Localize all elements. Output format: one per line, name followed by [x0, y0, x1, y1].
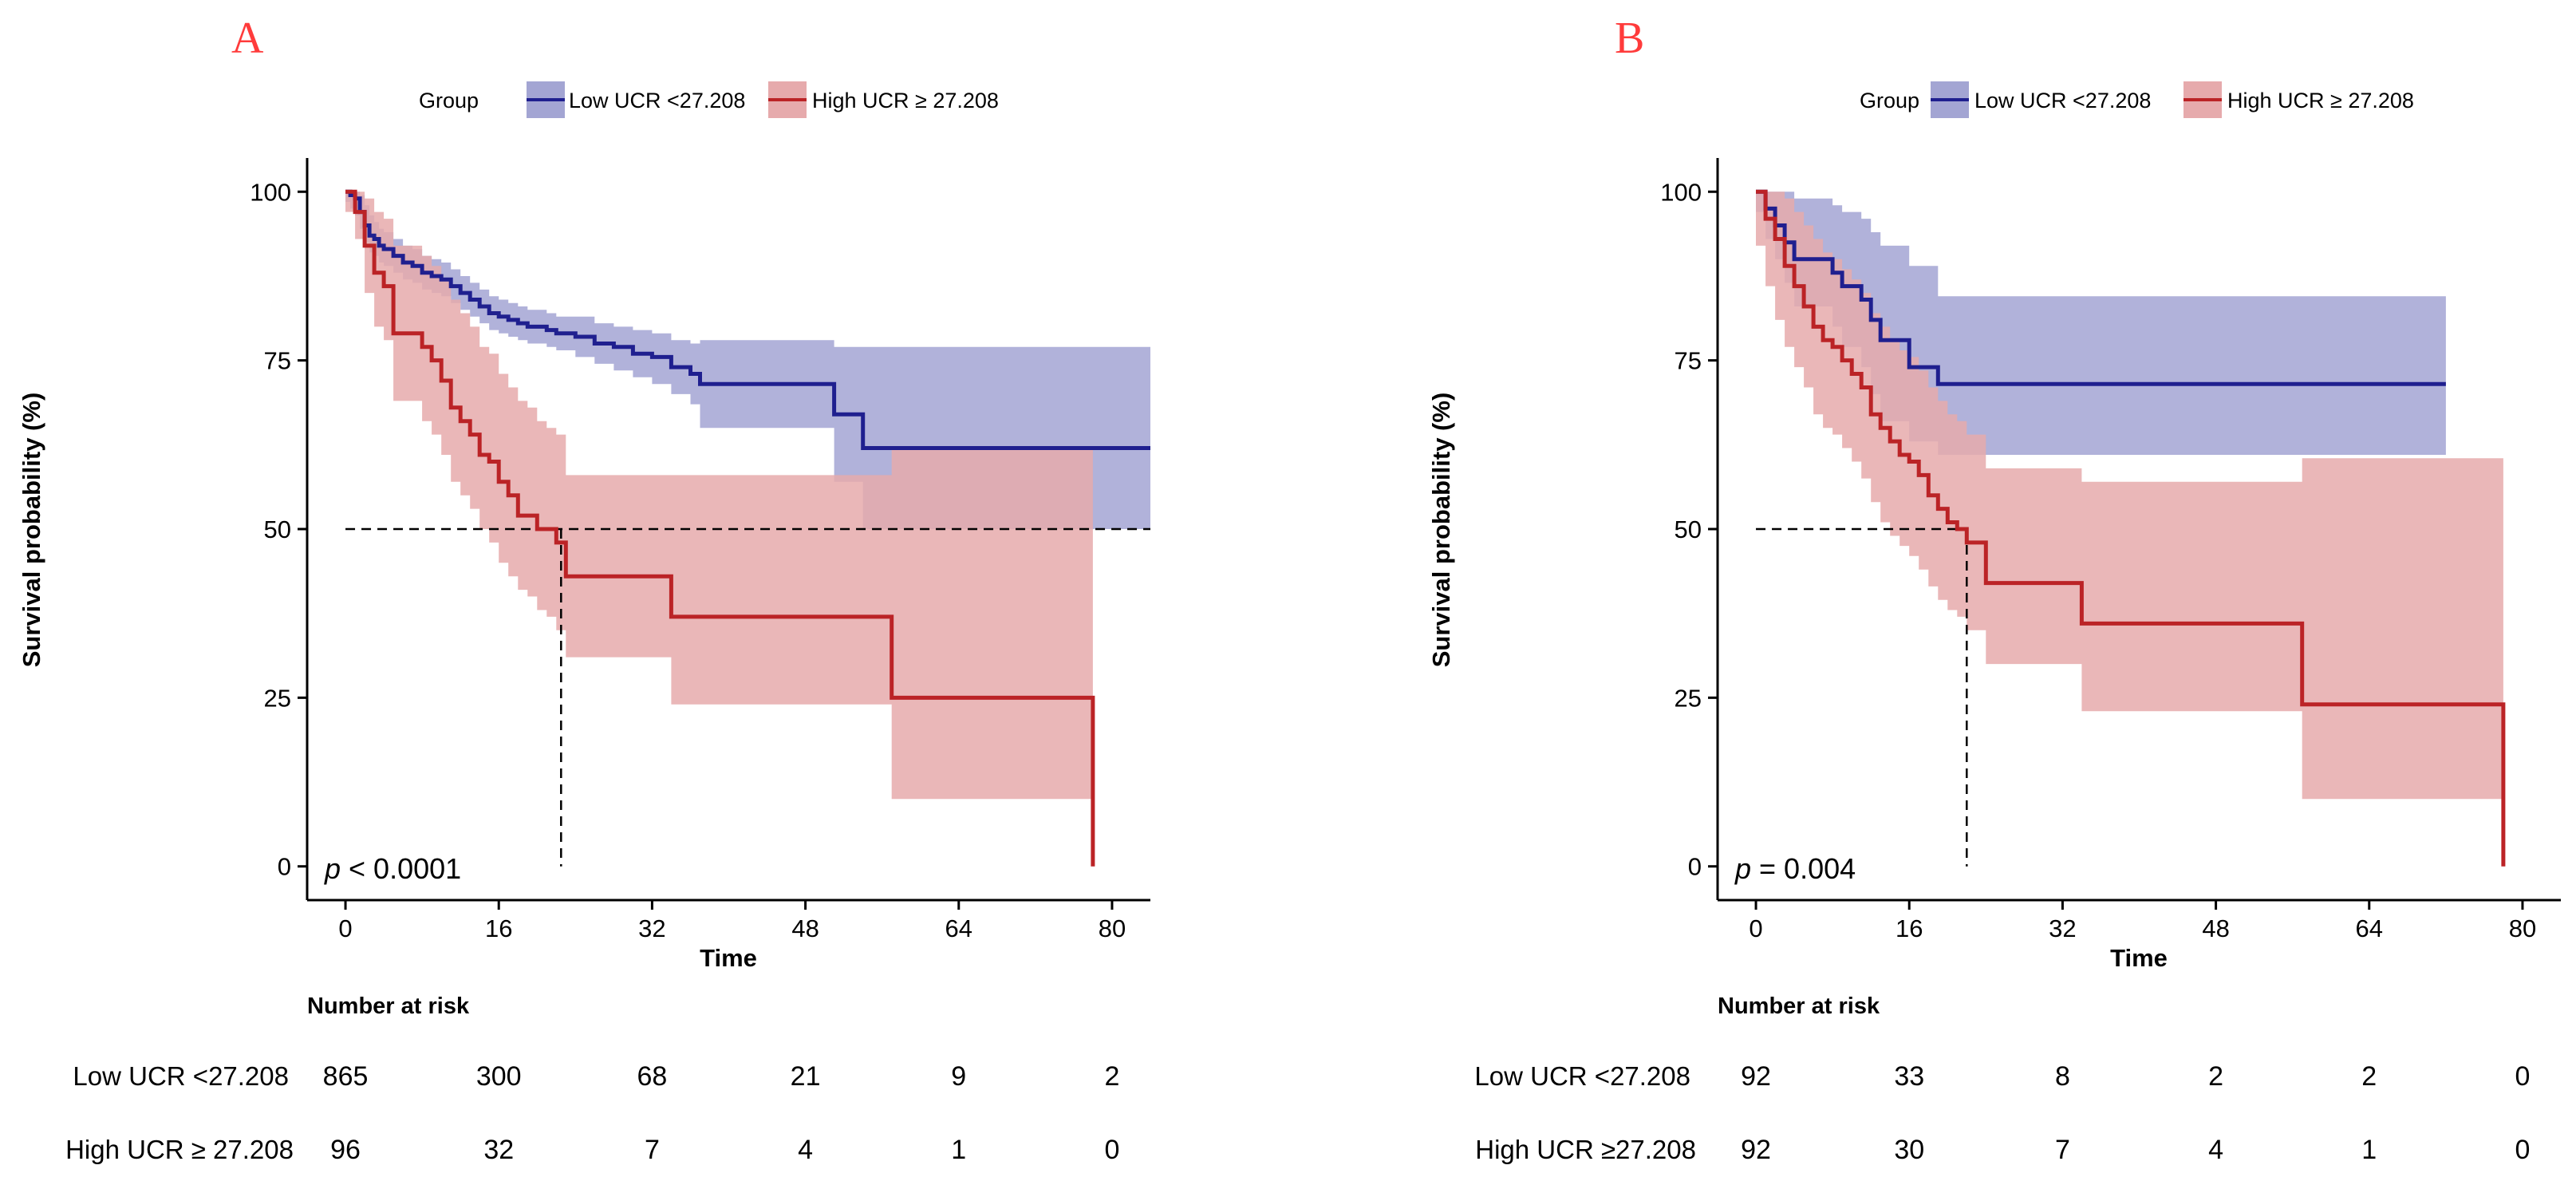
survival-curve-high	[1756, 189, 2506, 867]
x-tick-label: 32	[2049, 914, 2076, 942]
survival-curves	[1756, 189, 2506, 867]
axis-ticks: 0 25 50 75 100 0 16 32 48 64 80	[1660, 178, 2536, 942]
risk-count: 1	[2361, 1135, 2377, 1165]
median-lines	[1756, 527, 1968, 867]
y-tick-label: 0	[1688, 853, 1702, 881]
x-tick-label: 0	[338, 914, 352, 942]
risk-table-title: Number at risk	[307, 993, 470, 1019]
legend: Group Low UCR <27.208 High UCR ≥ 27.208	[419, 81, 999, 118]
panel-label: A	[231, 14, 264, 63]
risk-row-label-high: High UCR ≥ 27.208	[65, 1135, 294, 1164]
x-tick-label: 64	[2356, 914, 2383, 942]
risk-count: 0	[2515, 1135, 2530, 1165]
axis-ticks: 0 25 50 75 100 0 16 32 48 64 80	[250, 178, 1126, 942]
legend-low-label: Low UCR <27.208	[1974, 89, 2151, 113]
x-tick-label: 80	[2509, 914, 2536, 942]
risk-count: 2	[1104, 1061, 1119, 1092]
ci-bands	[345, 192, 1150, 800]
ci-band-low	[345, 192, 1150, 530]
ci-band-high	[345, 192, 1093, 800]
panel-b: B Group Low UCR <27.208 High UCR ≥ 27.20…	[1427, 14, 2561, 1165]
x-axis-label: Time	[700, 944, 757, 972]
risk-count: 0	[1104, 1135, 1119, 1165]
legend-title: Group	[419, 89, 479, 113]
risk-count: 68	[637, 1061, 667, 1092]
legend-high-label: High UCR ≥ 27.208	[812, 89, 999, 113]
risk-count: 2	[2208, 1061, 2223, 1092]
risk-count: 7	[645, 1135, 660, 1165]
risk-count: 4	[798, 1135, 813, 1165]
risk-table-cells: 865 300 68 21 9 2 96 32 7 4 1 0	[323, 1061, 1120, 1165]
risk-table-cells: 92 33 8 2 2 0 92 30 7 4 1 0	[1741, 1061, 2530, 1165]
risk-count: 8	[2055, 1061, 2070, 1092]
legend-title: Group	[1860, 89, 1919, 113]
x-tick-label: 32	[638, 914, 665, 942]
survival-curves	[345, 189, 1150, 867]
risk-count: 9	[951, 1061, 966, 1092]
risk-row-label-low: Low UCR <27.208	[73, 1061, 289, 1091]
risk-count: 32	[483, 1135, 514, 1165]
risk-count: 92	[1741, 1061, 1771, 1092]
risk-count: 2	[2361, 1061, 2377, 1092]
risk-count: 30	[1894, 1135, 1924, 1165]
y-tick-label: 100	[250, 178, 291, 206]
risk-count: 0	[2515, 1061, 2530, 1092]
median-lines	[345, 527, 1150, 867]
risk-table: Number at risk Low UCR <27.208 High UCR …	[65, 993, 1119, 1165]
panel-a: A Group Low UCR <27.208 High UCR ≥ 27.20…	[18, 14, 1150, 1165]
x-tick-label: 48	[2202, 914, 2229, 942]
risk-count: 865	[323, 1061, 369, 1092]
x-tick-label: 0	[1749, 914, 1762, 942]
risk-count: 96	[330, 1135, 361, 1165]
y-tick-label: 25	[264, 684, 291, 712]
ci-bands	[1756, 192, 2503, 800]
legend: Group Low UCR <27.208 High UCR ≥ 27.208	[1860, 81, 2414, 118]
risk-count: 1	[951, 1135, 966, 1165]
survival-curve-low	[345, 189, 1150, 450]
risk-row-label-high: High UCR ≥27.208	[1475, 1135, 1696, 1164]
risk-count: 300	[476, 1061, 522, 1092]
panel-label: B	[1615, 14, 1644, 63]
risk-count: 33	[1894, 1061, 1924, 1092]
risk-count: 21	[791, 1061, 821, 1092]
y-axis-label: Survival probability (%)	[1427, 393, 1455, 668]
y-tick-label: 25	[1675, 684, 1702, 712]
risk-table: Number at risk Low UCR <27.208 High UCR …	[1474, 993, 2530, 1165]
y-tick-label: 0	[278, 853, 291, 881]
risk-count: 4	[2208, 1135, 2223, 1165]
risk-table-title: Number at risk	[1718, 993, 1880, 1019]
plot-area: 0 25 50 75 100 0 16 32 48 64 80	[1660, 158, 2561, 942]
p-value: p < 0.0001	[324, 852, 461, 885]
x-tick-label: 16	[485, 914, 512, 942]
x-axis-label: Time	[2110, 944, 2168, 972]
p-symbol: p	[324, 852, 341, 885]
x-tick-label: 80	[1099, 914, 1126, 942]
p-value-text: = 0.004	[1751, 852, 1856, 885]
y-tick-label: 100	[1660, 178, 1702, 206]
y-tick-label: 50	[1675, 515, 1702, 543]
p-value-text: < 0.0001	[341, 852, 461, 885]
survival-curve-high	[345, 189, 1095, 867]
plot-area: 0 25 50 75 100 0 16 32 48 64 80	[250, 158, 1150, 942]
x-tick-label: 64	[945, 914, 972, 942]
p-symbol: p	[1734, 852, 1751, 885]
y-tick-label: 50	[264, 515, 291, 543]
p-value: p = 0.004	[1734, 852, 1856, 885]
x-tick-label: 16	[1896, 914, 1923, 942]
y-axis-label: Survival probability (%)	[18, 393, 45, 668]
risk-row-label-low: Low UCR <27.208	[1474, 1061, 1690, 1091]
y-tick-label: 75	[1675, 347, 1702, 375]
survival-curve-low	[1756, 189, 2446, 386]
risk-count: 7	[2055, 1135, 2070, 1165]
y-tick-label: 75	[264, 347, 291, 375]
risk-count: 92	[1741, 1135, 1771, 1165]
ci-band-high	[1756, 192, 2503, 800]
x-tick-label: 48	[791, 914, 819, 942]
legend-low-label: Low UCR <27.208	[569, 89, 745, 113]
legend-high-label: High UCR ≥ 27.208	[2227, 89, 2414, 113]
